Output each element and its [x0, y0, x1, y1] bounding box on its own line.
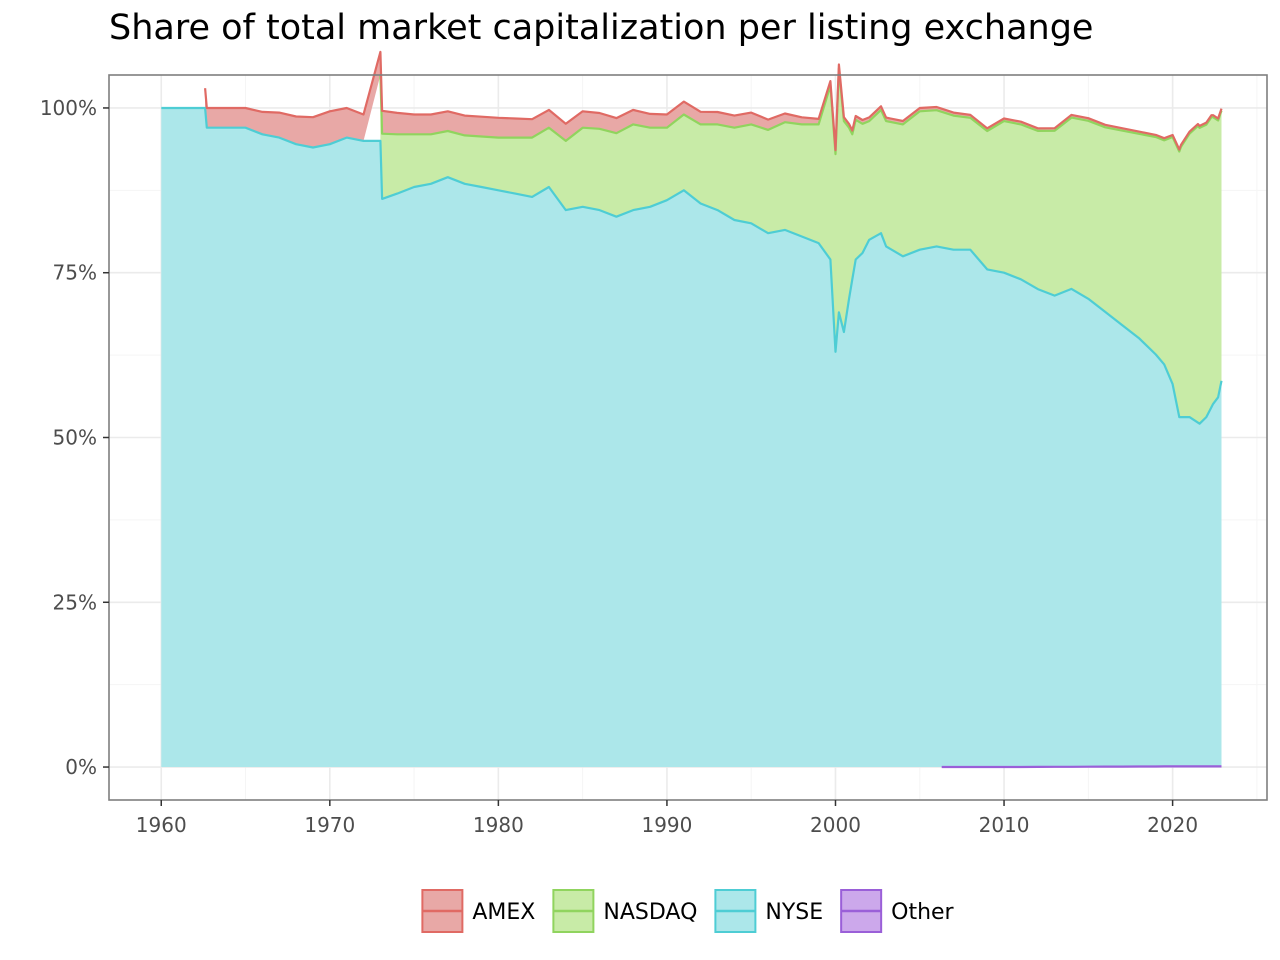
y-tick-label: 75% [53, 261, 97, 285]
legend-label: AMEX [472, 900, 535, 925]
legend-item-amex: AMEX [421, 889, 535, 933]
legend-item-other: Other [840, 889, 955, 933]
line-nyse [161, 106, 1223, 425]
chart-title: Share of total market capitalization per… [109, 8, 1094, 48]
legend-item-nyse: NYSE [714, 889, 823, 933]
legend-label: Other [891, 900, 954, 925]
axis-layer: 0% 25% 50% 75% 100% 1960 1970 1980 1990 2000 2010 2… [40, 96, 1198, 837]
x-tick-label: 1960 [136, 813, 187, 837]
y-tick-label: 25% [53, 590, 97, 614]
line-layer [161, 50, 1223, 769]
y-tick-label: 100% [40, 96, 97, 120]
x-tick-label: 2010 [979, 813, 1030, 837]
area-amex [205, 51, 1222, 155]
legend: AMEX NASDAQ NYSE Other [421, 889, 955, 933]
area-nyse [161, 108, 1222, 767]
area-nasdaq [380, 68, 1222, 424]
y-tick-label: 0% [65, 755, 97, 779]
line-amex [204, 50, 1223, 152]
x-tick-label: 2000 [810, 813, 861, 837]
legend-item-nasdaq: NASDAQ [552, 889, 697, 933]
area-layer [161, 51, 1222, 767]
x-tick-label: 1990 [641, 813, 692, 837]
line-other [941, 765, 1222, 769]
x-tick-label: 2020 [1147, 813, 1198, 837]
x-tick-label: 1980 [473, 813, 524, 837]
legend-label: NASDAQ [603, 900, 697, 925]
y-tick-label: 50% [53, 426, 97, 450]
legend-label: NYSE [765, 900, 823, 925]
x-tick-label: 1970 [304, 813, 355, 837]
